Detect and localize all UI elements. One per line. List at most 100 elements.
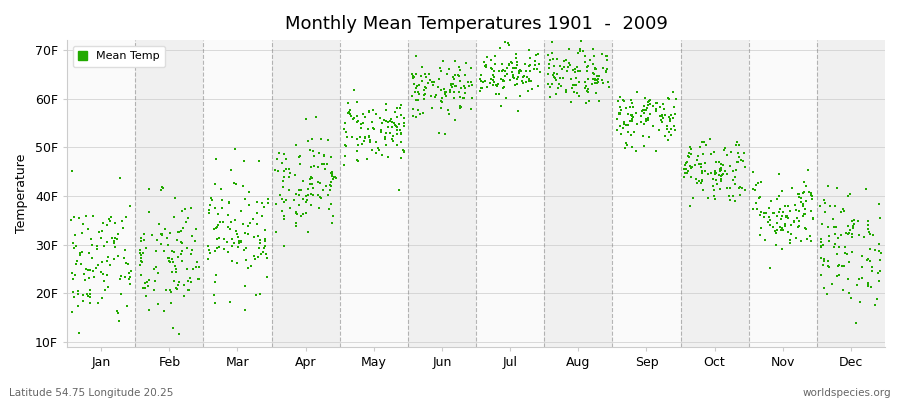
Point (412, 91, 427, 97)
Point (372, 147, 386, 154)
Point (708, 170, 723, 176)
Point (714, 175, 728, 182)
Point (227, 180, 241, 186)
Point (515, 78, 529, 85)
Point (434, 87, 448, 93)
Point (872, 200, 886, 207)
Point (260, 274, 274, 280)
Point (383, 118, 398, 124)
Point (501, 42, 516, 48)
Point (328, 174, 343, 180)
Point (121, 261, 135, 267)
Point (732, 142, 746, 149)
Point (681, 150, 696, 156)
Point (304, 173, 319, 180)
Point (716, 162, 730, 168)
Point (849, 320, 863, 326)
Point (464, 106, 478, 112)
Point (621, 129, 635, 135)
Point (625, 100, 639, 106)
Point (590, 76, 604, 83)
Point (122, 274, 137, 280)
Point (276, 243, 291, 249)
Point (563, 62, 578, 68)
Point (804, 190, 818, 197)
Point (824, 202, 838, 209)
Point (225, 236, 239, 242)
Point (321, 137, 336, 143)
Point (87, 274, 102, 281)
Point (616, 121, 631, 128)
Point (442, 66, 456, 72)
Point (772, 193, 787, 199)
Point (211, 222, 225, 228)
Point (643, 110, 657, 117)
Point (246, 216, 260, 222)
Point (511, 73, 526, 80)
Point (222, 226, 237, 232)
Point (483, 65, 498, 72)
Point (390, 114, 404, 120)
Point (533, 68, 547, 75)
Point (814, 236, 829, 242)
Point (826, 215, 841, 222)
Point (544, 50, 559, 56)
Point (282, 173, 296, 180)
Point (642, 97, 656, 104)
Point (708, 196, 723, 202)
Point (391, 131, 405, 137)
Point (577, 58, 591, 65)
Point (736, 157, 751, 164)
Point (497, 84, 511, 90)
Point (81, 293, 95, 300)
Point (324, 168, 338, 175)
Point (220, 224, 235, 231)
Point (571, 68, 585, 75)
Point (653, 113, 668, 120)
Point (486, 82, 500, 88)
Point (845, 249, 859, 256)
Point (643, 97, 657, 103)
Point (563, 99, 578, 105)
Point (548, 76, 562, 83)
Point (296, 195, 310, 202)
Point (504, 59, 518, 66)
Point (449, 83, 464, 89)
Point (260, 255, 274, 262)
Point (801, 167, 815, 174)
Point (600, 78, 615, 85)
Point (457, 90, 472, 96)
Point (704, 170, 718, 177)
Point (630, 121, 644, 127)
Point (716, 171, 730, 178)
Point (634, 113, 648, 120)
Point (69, 261, 84, 268)
Point (96, 243, 111, 250)
Point (836, 205, 850, 212)
Point (752, 193, 767, 200)
Point (635, 133, 650, 139)
Point (409, 84, 423, 91)
Point (821, 258, 835, 264)
Point (68, 245, 82, 251)
Point (120, 303, 134, 309)
Point (317, 153, 331, 160)
Point (783, 222, 797, 228)
Point (172, 229, 186, 236)
Point (148, 278, 163, 284)
Point (612, 94, 626, 100)
Point (678, 170, 692, 176)
Point (661, 95, 675, 101)
Point (680, 170, 694, 176)
Point (555, 66, 570, 72)
Point (486, 77, 500, 84)
Point (543, 57, 557, 63)
Point (230, 234, 245, 240)
Point (698, 168, 712, 174)
Point (394, 130, 409, 136)
Point (634, 119, 648, 125)
Point (685, 195, 699, 201)
Point (212, 219, 227, 225)
Point (392, 121, 407, 128)
Point (237, 246, 251, 253)
